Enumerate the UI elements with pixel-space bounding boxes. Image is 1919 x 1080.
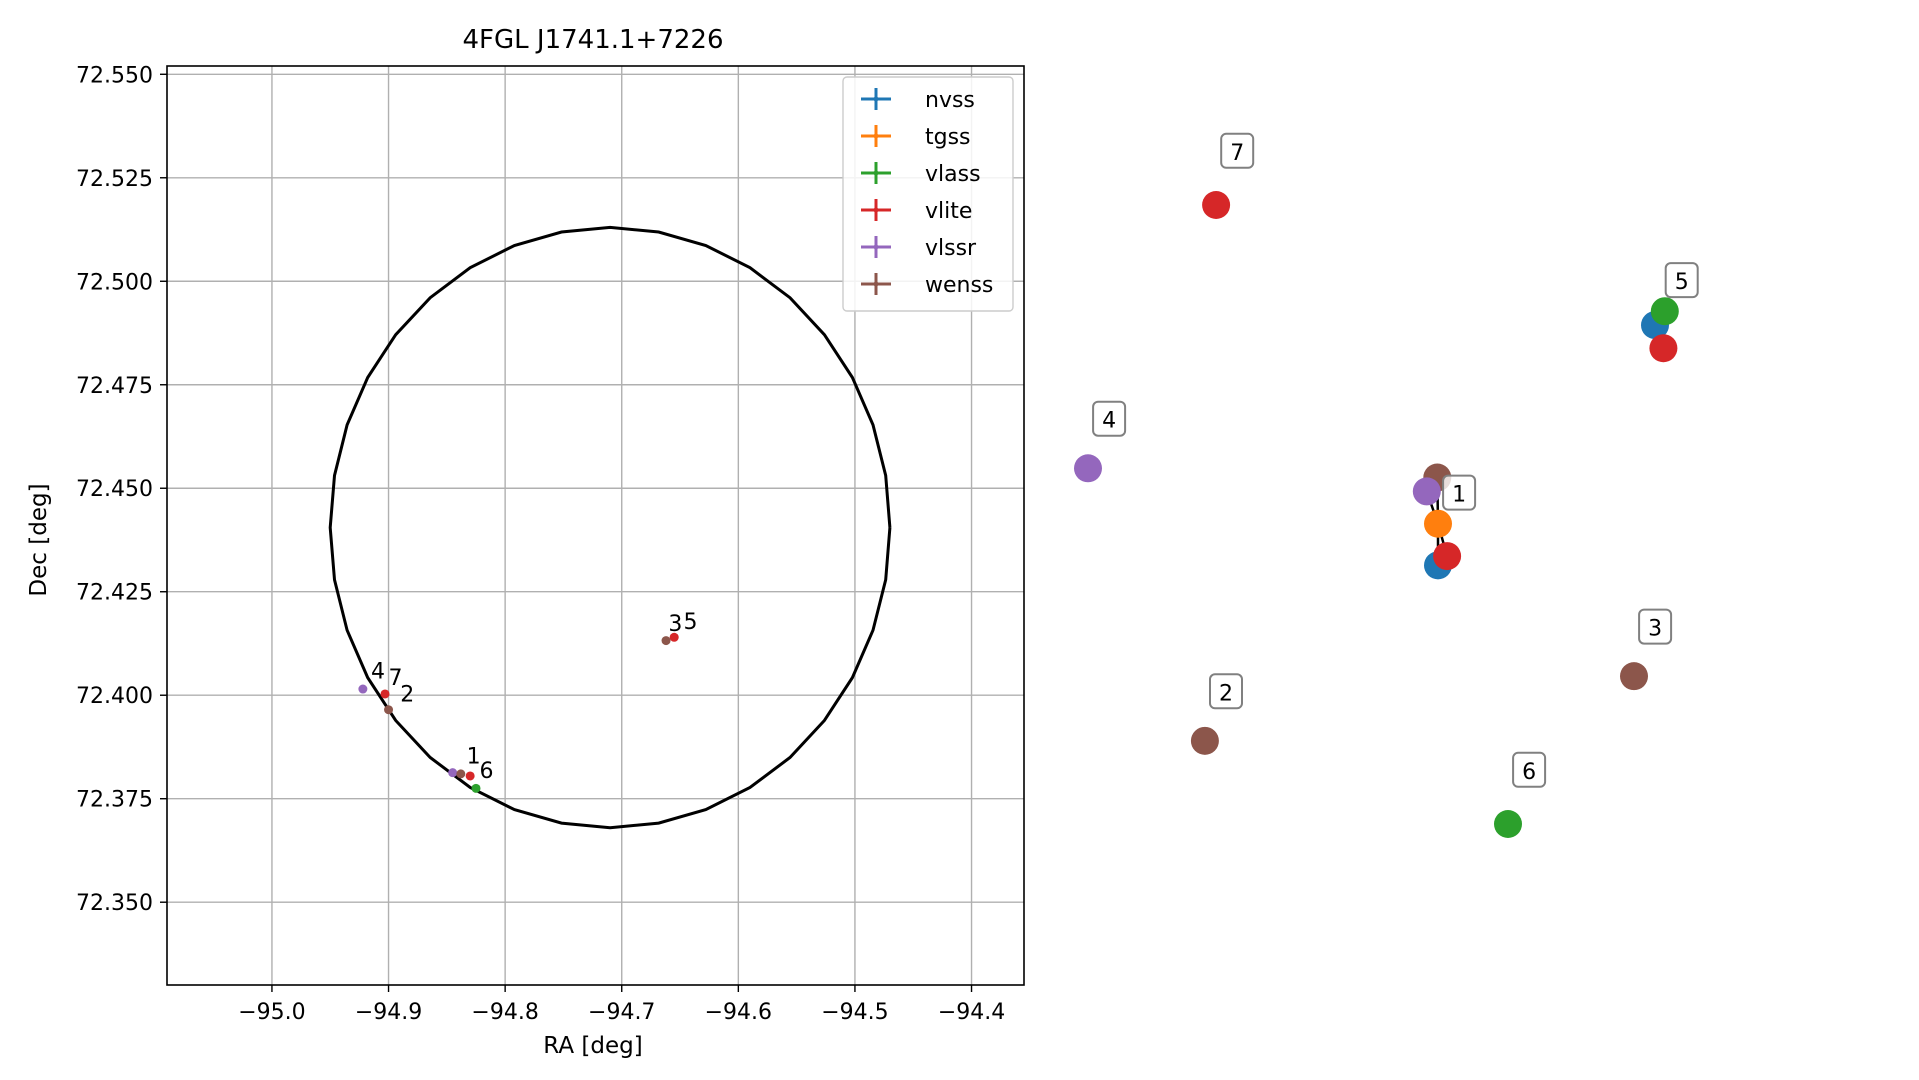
y-tick-label: 72.475 xyxy=(76,374,153,399)
graph-label: 5 xyxy=(1675,270,1689,295)
point-vlssr xyxy=(448,768,458,778)
graph-label-box xyxy=(1209,673,1243,710)
graph-node xyxy=(1494,810,1522,838)
legend-marker-dot xyxy=(873,244,879,250)
point-wenss xyxy=(456,769,466,779)
x-axis-ticks: −95.0 −94.9 −94.8 −94.7 −94.6 −94.5 −94.4 xyxy=(238,985,1005,1025)
graph-label-box xyxy=(1638,608,1673,645)
graph-label: 7 xyxy=(1230,141,1244,166)
point-vlite xyxy=(465,771,475,781)
y-tick-label: 72.375 xyxy=(76,788,153,813)
graph-label: 6 xyxy=(1522,760,1536,785)
graph-node xyxy=(1190,726,1219,755)
graph-node xyxy=(1074,454,1102,483)
point-vlssr xyxy=(358,684,368,694)
graph-label-box xyxy=(1442,474,1477,511)
graph-node xyxy=(1620,662,1648,691)
point-annotation: 4 xyxy=(371,660,385,685)
x-tick-label: −94.6 xyxy=(705,1000,772,1025)
point-annotation: 5 xyxy=(684,610,698,635)
graph-label: 2 xyxy=(1219,681,1233,706)
graph-label-box xyxy=(1092,400,1127,437)
y-tick-label: 72.550 xyxy=(76,63,153,88)
y-tick-label: 72.525 xyxy=(76,167,153,192)
x-tick-label: −95.0 xyxy=(238,1000,305,1025)
graph-label-box xyxy=(1512,751,1547,788)
legend-label-vlssr: vlssr xyxy=(925,236,977,261)
graph-label: 3 xyxy=(1648,617,1662,642)
legend-marker-dot xyxy=(873,281,879,287)
point-annotation: 2 xyxy=(400,682,414,707)
legend-marker-dot xyxy=(873,96,879,102)
point-annotations: 16 4 72 3 5 xyxy=(371,610,697,784)
ellipse-path xyxy=(328,225,892,830)
legend-label-vlass: vlass xyxy=(925,162,981,187)
graph-label-box xyxy=(1664,262,1699,299)
x-tick-label: −94.5 xyxy=(821,1000,888,1025)
point-annotation: 1 xyxy=(467,745,481,770)
legend: nvss tgss vlass vlite vlssr wenss xyxy=(842,76,1014,312)
point-vlite xyxy=(669,632,679,642)
graph-node xyxy=(1649,334,1678,363)
graph-label-box xyxy=(1220,132,1255,169)
x-tick-label: −94.9 xyxy=(355,1000,422,1025)
match-graph-panel: 1 7 5 4 2 3 6 xyxy=(1074,132,1699,838)
y-axis-label: Dec [deg] xyxy=(26,483,52,596)
graph-labels: 1 7 5 4 2 3 6 xyxy=(1092,132,1699,788)
point-vlass xyxy=(471,783,481,793)
legend-label-tgss: tgss xyxy=(925,125,971,150)
point-wenss xyxy=(384,705,394,715)
x-tick-label: −94.8 xyxy=(471,1000,538,1025)
graph-node xyxy=(1202,191,1231,219)
point-annotation: 7 xyxy=(389,666,403,691)
point-vlite xyxy=(380,689,390,699)
graph-node xyxy=(1412,477,1441,506)
legend-label-wenss: wenss xyxy=(925,273,993,298)
point-annotation: 3 xyxy=(668,612,682,637)
legend-marker-dot xyxy=(873,133,879,139)
graph-node xyxy=(1650,297,1679,326)
x-tick-label: −94.7 xyxy=(588,1000,655,1025)
sky-plot-panel: 4FGL J1741.1+7226 16 4 72 3 5 −95.0 −94.9 −94.… xyxy=(26,25,1025,1059)
legend-label-nvss: nvss xyxy=(925,88,975,113)
y-tick-label: 72.450 xyxy=(76,477,153,502)
error-ellipse xyxy=(328,225,892,830)
graph-node xyxy=(1424,509,1452,538)
legend-label-vlite: vlite xyxy=(925,199,972,224)
graph-nodes xyxy=(1074,191,1679,838)
legend-marker-dot xyxy=(873,207,879,213)
x-tick-label: −94.4 xyxy=(938,1000,1005,1025)
y-tick-label: 72.350 xyxy=(76,891,153,916)
y-axis-ticks: 72.350 72.375 72.400 72.425 72.450 72.475 72.5… xyxy=(76,63,167,916)
y-tick-label: 72.500 xyxy=(76,270,153,295)
data-points xyxy=(358,632,679,793)
x-axis-label: RA [deg] xyxy=(543,1033,642,1059)
y-tick-label: 72.400 xyxy=(76,684,153,709)
graph-label: 4 xyxy=(1102,409,1116,434)
point-annotation: 6 xyxy=(479,759,493,784)
y-tick-label: 72.425 xyxy=(76,581,153,606)
point-wenss xyxy=(661,636,671,646)
graph-node xyxy=(1433,542,1462,571)
legend-marker-dot xyxy=(873,170,879,176)
graph-label: 1 xyxy=(1452,483,1466,508)
axes-frame xyxy=(166,65,1025,986)
chart-title: 4FGL J1741.1+7226 xyxy=(463,25,724,55)
